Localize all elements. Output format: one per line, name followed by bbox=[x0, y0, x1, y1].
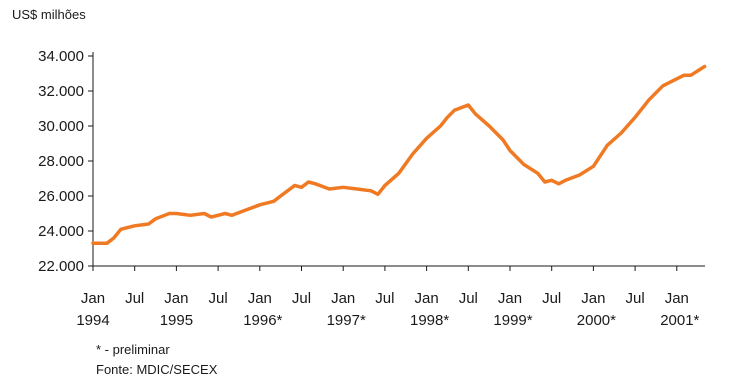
x-tick-month-label: Jan bbox=[498, 290, 522, 307]
x-tick-month-label: Jan bbox=[81, 290, 105, 307]
trade-line-chart: 22.000 24.000 26.000 28.000 30.000 32.000 34.0… bbox=[0, 0, 732, 340]
y-tick-label: 28.000 bbox=[38, 153, 84, 170]
x-tick-month-label: Jan bbox=[164, 290, 188, 307]
x-tick-month-label: Jul bbox=[626, 290, 645, 307]
x-tick-month-label: Jul bbox=[125, 290, 144, 307]
y-tick-label: 24.000 bbox=[38, 223, 84, 240]
x-tick-month-label: Jul bbox=[542, 290, 561, 307]
x-tick-year-label: 1997* bbox=[327, 312, 366, 329]
x-tick-year-label: 2001* bbox=[660, 312, 699, 329]
x-tick-year-label: 1996* bbox=[243, 312, 282, 329]
source-note: Fonte: MDIC/SECEX bbox=[96, 362, 217, 377]
x-tick-year-label: 1998* bbox=[410, 312, 449, 329]
x-axis: Jan 1994 Jul Jan 1995 Jul Jan 1996* Jul Jan 1997* J… bbox=[76, 266, 699, 329]
x-tick-month-label: Jan bbox=[415, 290, 439, 307]
y-tick-label: 34.000 bbox=[38, 48, 84, 65]
preliminary-note: * - preliminar bbox=[96, 342, 170, 357]
x-tick-year-label: 2000* bbox=[577, 312, 616, 329]
x-tick-month-label: Jan bbox=[665, 290, 689, 307]
x-tick-month-label: Jul bbox=[375, 290, 394, 307]
y-tick-label: 30.000 bbox=[38, 118, 84, 135]
x-tick-month-label: Jul bbox=[292, 290, 311, 307]
x-tick-month-label: Jan bbox=[331, 290, 355, 307]
x-tick-year-label: 1994 bbox=[76, 312, 109, 329]
y-axis: 22.000 24.000 26.000 28.000 30.000 32.000 34.0… bbox=[38, 48, 705, 275]
y-tick-label: 22.000 bbox=[38, 258, 84, 275]
x-tick-year-label: 1999* bbox=[493, 312, 532, 329]
y-tick-label: 32.000 bbox=[38, 83, 84, 100]
y-tick-label: 26.000 bbox=[38, 188, 84, 205]
series-line bbox=[93, 67, 705, 244]
x-tick-month-label: Jul bbox=[209, 290, 228, 307]
x-tick-year-label: 1995 bbox=[160, 312, 193, 329]
x-tick-month-label: Jan bbox=[248, 290, 272, 307]
x-tick-month-label: Jan bbox=[581, 290, 605, 307]
x-tick-month-label: Jul bbox=[459, 290, 478, 307]
series-group bbox=[93, 66, 705, 243]
